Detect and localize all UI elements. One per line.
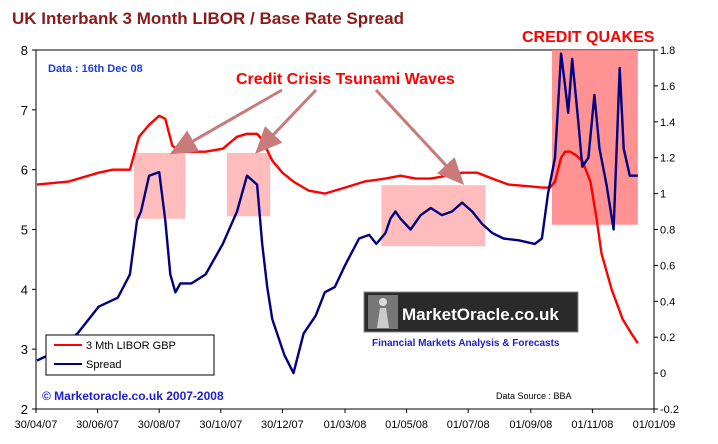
annotation-arrow-1: [169, 88, 283, 155]
x-tick-label: 30/08/07: [138, 419, 181, 431]
y-right-tick-label: 0: [660, 368, 666, 380]
highlight-box-2: [226, 152, 271, 217]
y-right-tick-label: 1.6: [660, 81, 675, 93]
annotation-arrows: [169, 88, 465, 186]
y-right-tick-label: 1: [660, 189, 666, 201]
y-left-tick-label: 7: [21, 103, 28, 118]
legend: 3 Mth LIBOR GBP Spread: [45, 334, 215, 376]
series-lines: [36, 52, 639, 375]
x-tick-label: 01/01/09: [633, 419, 676, 431]
y-right-tick-label: 0.8: [660, 225, 675, 237]
y-right-tick-label: 1.2: [660, 153, 675, 165]
y-right-tick-label: 0.2: [660, 332, 675, 344]
logo-text: MarketOracle.co.uk: [402, 305, 559, 324]
x-tick-label: 01/07/08: [447, 419, 490, 431]
legend-box: [45, 334, 215, 376]
annotation-arrow-3: [374, 88, 465, 186]
highlight-box-3: [381, 185, 486, 247]
credit-quakes-label: CREDIT QUAKES: [522, 29, 655, 46]
x-tick-label: 30/04/07: [15, 419, 58, 431]
source-note: Data Source : BBA: [496, 391, 572, 401]
logo-statue-head-icon: [379, 298, 387, 306]
legend-label-spread: Spread: [86, 359, 121, 371]
axes: 2 3 4 5 6 7 8 -0.2 0 0.2 0.4 0.6 0.8 1 1.2 1.4 1.6 1.8 30/…: [15, 43, 679, 431]
date-note: Data : 16th Dec 08: [48, 63, 143, 75]
x-tick-label: 30/06/07: [76, 419, 119, 431]
y-left-tick-label: 3: [21, 342, 28, 357]
series-spread-line: [36, 52, 638, 375]
logo-tagline: Financial Markets Analysis & Forecasts: [372, 338, 560, 349]
y-left-tick-label: 2: [21, 402, 28, 417]
annotation-arrow-2: [255, 88, 318, 154]
y-right-tick-label: 0.4: [660, 296, 675, 308]
x-tick-label: 30/12/07: [261, 419, 304, 431]
copyright-note: © Marketoracle.co.uk 2007-2008: [42, 389, 224, 403]
x-tick-label: 30/10/07: [199, 419, 242, 431]
x-tick-label: 01/09/08: [509, 419, 552, 431]
y-left-tick-label: 8: [21, 43, 28, 58]
logo-statue-body-icon: [377, 308, 389, 328]
tsunami-annotation: Credit Crisis Tsunami Waves: [236, 71, 455, 88]
x-tick-label: 01/05/08: [385, 419, 428, 431]
marketoracle-logo: MarketOracle.co.uk Financial Markets Ana…: [363, 291, 579, 349]
x-tick-label: 01/11/08: [571, 419, 613, 431]
series-libor-line: [36, 114, 639, 344]
y-left-tick-label: 6: [21, 163, 28, 178]
legend-label-libor: 3 Mth LIBOR GBP: [86, 340, 176, 352]
x-tick-label: 01/03/08: [324, 419, 367, 431]
y-right-tick-label: 1.4: [660, 117, 675, 129]
y-left-tick-label: 4: [21, 282, 28, 297]
y-right-tick-label: -0.2: [660, 404, 679, 416]
y-right-tick-label: 0.6: [660, 260, 675, 272]
y-left-tick-label: 5: [21, 223, 28, 238]
chart-title: UK Interbank 3 Month LIBOR / Base Rate S…: [12, 9, 404, 28]
logo-box: [363, 291, 579, 333]
y-right-tick-label: 1.8: [660, 45, 675, 57]
